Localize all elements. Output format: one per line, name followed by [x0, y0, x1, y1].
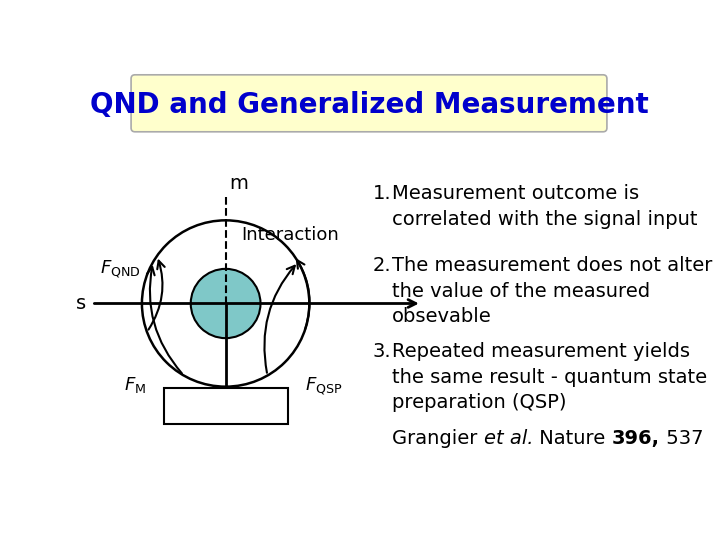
FancyBboxPatch shape [131, 75, 607, 132]
Text: $F_{\rm QSP}$: $F_{\rm QSP}$ [305, 375, 343, 397]
Text: Nature: Nature [534, 429, 612, 448]
Ellipse shape [142, 220, 310, 387]
Text: $F_{\rm QND}$: $F_{\rm QND}$ [100, 258, 140, 280]
Text: Interaction: Interaction [241, 226, 339, 245]
Text: s: s [76, 294, 86, 313]
Text: et al.: et al. [484, 429, 534, 448]
Text: 396,: 396, [612, 429, 660, 448]
Text: 2.: 2. [373, 256, 392, 275]
Text: 537: 537 [660, 429, 703, 448]
Ellipse shape [191, 269, 261, 338]
Text: $F_{\rm M}$: $F_{\rm M}$ [124, 375, 145, 395]
Text: Measurement: Measurement [163, 397, 287, 415]
Text: Measurement outcome is
correlated with the signal input: Measurement outcome is correlated with t… [392, 184, 698, 229]
Text: Grangier: Grangier [392, 429, 484, 448]
Text: 1.: 1. [373, 184, 392, 203]
Text: 3.: 3. [373, 342, 392, 361]
Bar [163, 388, 287, 423]
Text: QND and Generalized Measurement: QND and Generalized Measurement [89, 91, 649, 119]
Text: The measurement does not alter
the value of the measured
obsevable: The measurement does not alter the value… [392, 256, 713, 326]
Text: m: m [230, 174, 248, 193]
Text: Repeated measurement yields
the same result - quantum state
preparation (QSP): Repeated measurement yields the same res… [392, 342, 707, 413]
